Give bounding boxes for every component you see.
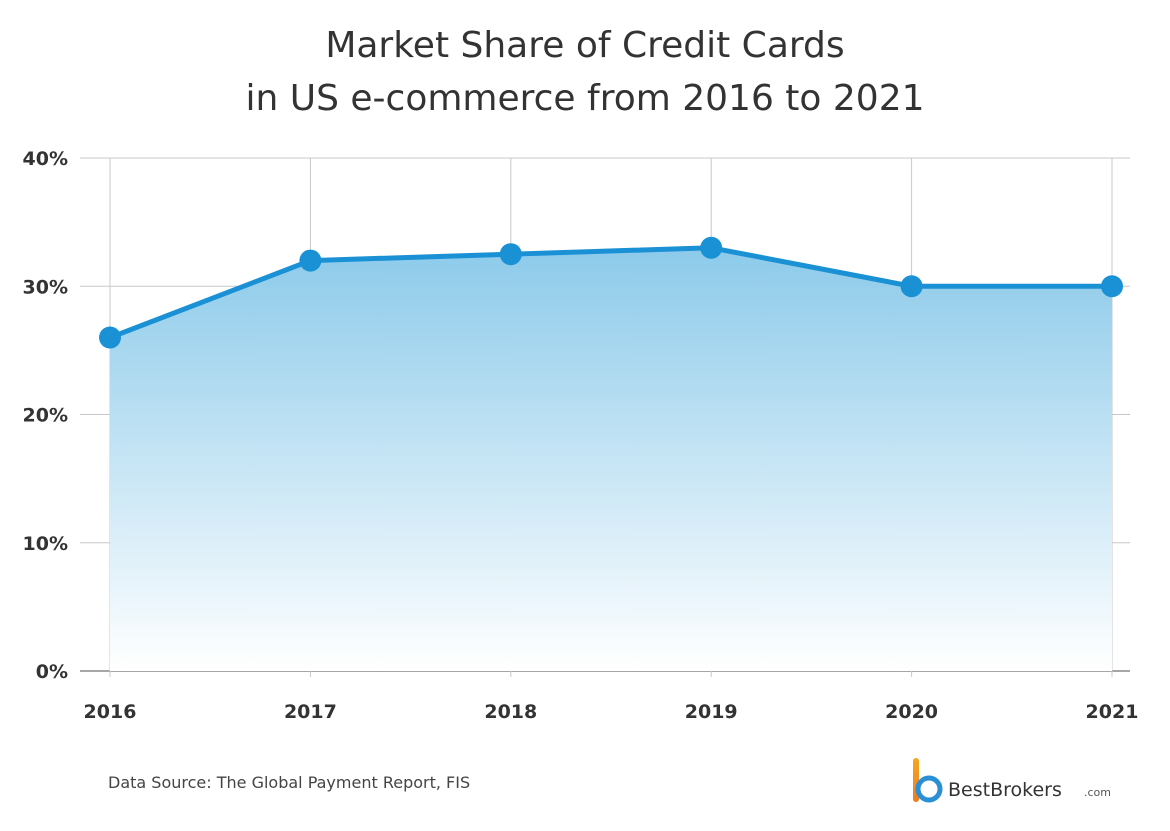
chart-title-line-1: Market Share of Credit Cards xyxy=(325,25,844,66)
brand-logo: BestBrokers .com xyxy=(913,758,1111,803)
y-tick-label: 40% xyxy=(23,148,68,170)
series-line-layer xyxy=(107,245,1115,341)
data-point-2021 xyxy=(1101,275,1123,298)
data-point-2020 xyxy=(900,275,923,298)
data-source-note: Data Source: The Global Payment Report, … xyxy=(108,773,470,792)
y-tick-label: 0% xyxy=(36,661,68,683)
x-tick-label: 2017 xyxy=(284,701,337,723)
y-tick-label: 10% xyxy=(23,533,68,555)
x-axis-ticks: 2016 2017 2018 2019 2020 2021 xyxy=(84,701,1139,723)
brand-name: BestBrokers xyxy=(948,779,1062,801)
data-point-2018 xyxy=(499,243,522,266)
y-tick-label: 30% xyxy=(23,276,68,298)
data-point-2017 xyxy=(299,249,322,272)
x-tick-label: 2018 xyxy=(484,701,537,723)
x-tick-label: 2019 xyxy=(685,701,738,723)
chart-title-line-2: in US e-commerce from 2016 to 2021 xyxy=(245,78,924,119)
area-fill-layer xyxy=(110,247,1112,671)
bestbrokers-logo-icon xyxy=(913,758,943,803)
data-points-layer xyxy=(99,236,1123,349)
series-line xyxy=(107,245,1115,341)
data-point-2016 xyxy=(99,326,121,349)
data-point-2019 xyxy=(700,236,723,259)
x-tick-label: 2021 xyxy=(1086,701,1139,723)
y-tick-label: 20% xyxy=(23,405,68,427)
area-fill xyxy=(110,247,1112,671)
x-tick-label: 2016 xyxy=(84,701,137,723)
brand-suffix: .com xyxy=(1084,786,1111,799)
y-axis-ticks: 0% 10% 20% 30% 40% xyxy=(23,148,68,683)
x-tick-label: 2020 xyxy=(885,701,938,723)
